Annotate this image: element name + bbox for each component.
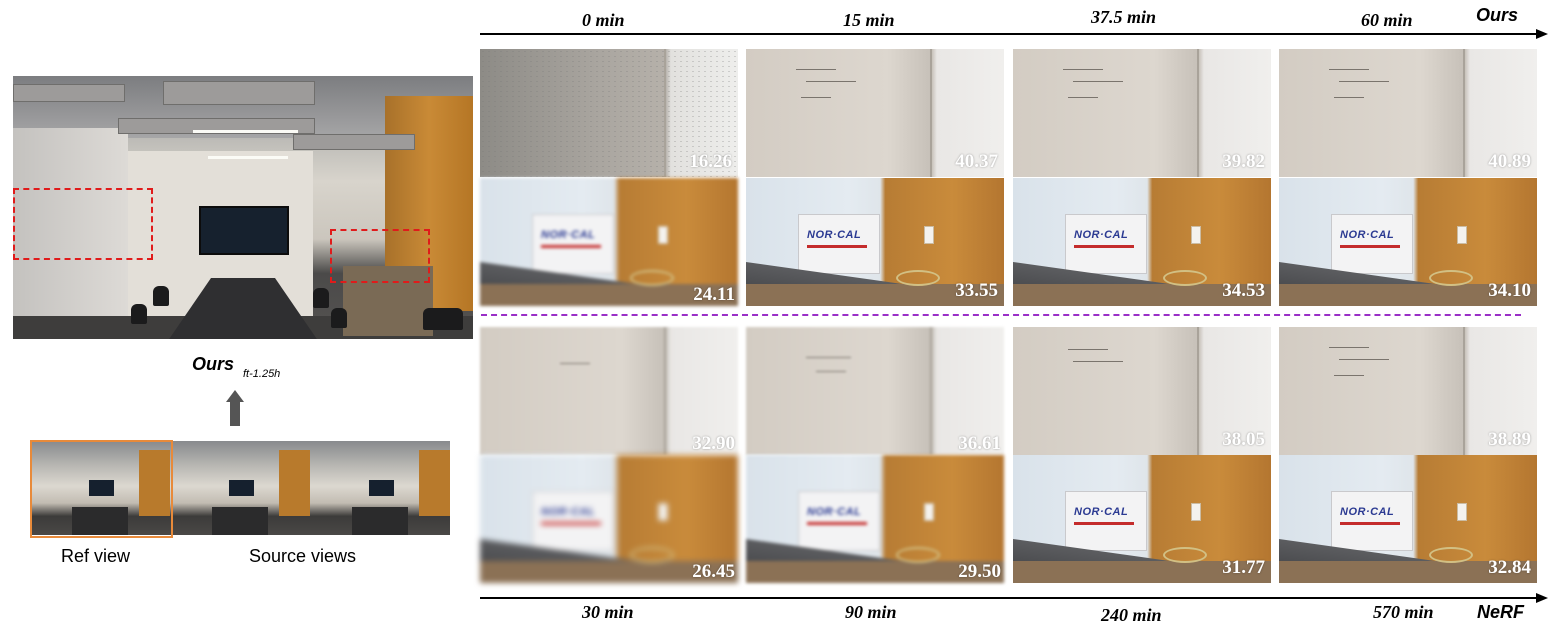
psnr-value: 32.84 [1488,557,1531,578]
up-arrow-icon [226,390,244,402]
television [199,206,289,255]
ceiling-panel [163,81,315,105]
top-axis-arrow-icon [1536,29,1548,39]
psnr-value: 39.82 [1222,151,1265,172]
nerf-whiteboard-crop [746,327,1004,455]
bottom-time-label: 240 min [1101,605,1162,625]
bottom-time-label: 570 min [1373,602,1434,622]
psnr-value: 29.50 [958,561,1001,582]
whiteboard-wall [13,128,128,318]
chair [331,308,347,328]
top-method-label: Ours [1476,5,1519,25]
top-time-label: 60 min [1361,10,1413,30]
psnr-value: 36.61 [958,433,1001,454]
ours-whiteboard-crop: 40.37 [746,49,1004,177]
psnr-value: 32.90 [692,433,735,454]
top-time-axis [480,33,1540,35]
roi-whiteboard-box [13,188,153,260]
ref-view-highlight [30,440,173,538]
chair [153,286,169,306]
chair [423,308,463,330]
psnr-value: 34.53 [1222,280,1265,301]
psnr-value: 40.37 [955,151,998,172]
up-arrow-shaft [230,402,240,426]
top-time-label: 37.5 min [1091,7,1157,27]
ours-whiteboard-crop: 40.89 [1279,49,1537,177]
nerf-carton-crop: NOR·CAL 32.84 [1279,455,1537,583]
ceiling-light [193,130,298,133]
psnr-value: 33.55 [955,280,998,301]
bottom-time-label: 90 min [845,602,897,622]
ceiling-light [208,156,288,159]
method-subscript: ft-1.25h [243,368,281,380]
nerf-carton-crop: NOR·CAL [480,455,738,583]
bottom-axis-arrow-icon [1536,593,1548,603]
psnr-value: 38.05 [1222,429,1265,450]
row-separator [481,314,1521,316]
ours-carton-crop: NOR·CAL 34.53 [1013,178,1271,306]
psnr-value: 31.77 [1222,557,1265,578]
bottom-time-label: 30 min [582,602,634,622]
side-counter [343,266,433,336]
ours-whiteboard-crop: 39.82 [1013,49,1271,177]
psnr-value: 34.10 [1488,280,1531,301]
reference-scene-image [13,76,473,339]
psnr-value: 38.89 [1488,429,1531,450]
nerf-whiteboard-crop [480,327,738,455]
top-time-label: 15 min [843,10,895,30]
ref-view-thumbnail [30,441,170,535]
nerf-carton-crop: NOR·CAL 31.77 [1013,455,1271,583]
source-views-caption: Source views [249,546,357,566]
ceiling-panel [13,84,125,102]
source-view-thumbnail [170,441,310,535]
ref-view-caption: Ref view [61,546,131,566]
roi-carton-box [330,229,430,283]
ours-carton-crop: NOR·CAL [480,178,738,306]
ceiling-panel [293,134,415,150]
psnr-value: 40.89 [1488,151,1531,172]
method-label: Ours [192,354,235,374]
bottom-time-axis [480,597,1540,599]
bottom-method-label: NeRF [1477,602,1525,622]
nerf-whiteboard-crop: 38.05 [1013,327,1271,455]
chair [313,288,329,308]
source-view-thumbnail [310,441,450,535]
psnr-value: 24.11 [693,284,735,305]
nerf-whiteboard-crop: 38.89 [1279,327,1537,455]
ours-carton-crop: NOR·CAL 33.55 [746,178,1004,306]
chair [131,304,147,324]
nerf-carton-crop: NOR·CAL [746,455,1004,583]
ours-whiteboard-crop: 16.26 [480,49,738,177]
psnr-value: 26.45 [692,561,735,582]
psnr-value: 16.26 [689,151,732,172]
ours-carton-crop: NOR·CAL 34.10 [1279,178,1537,306]
top-time-label: 0 min [582,10,625,30]
